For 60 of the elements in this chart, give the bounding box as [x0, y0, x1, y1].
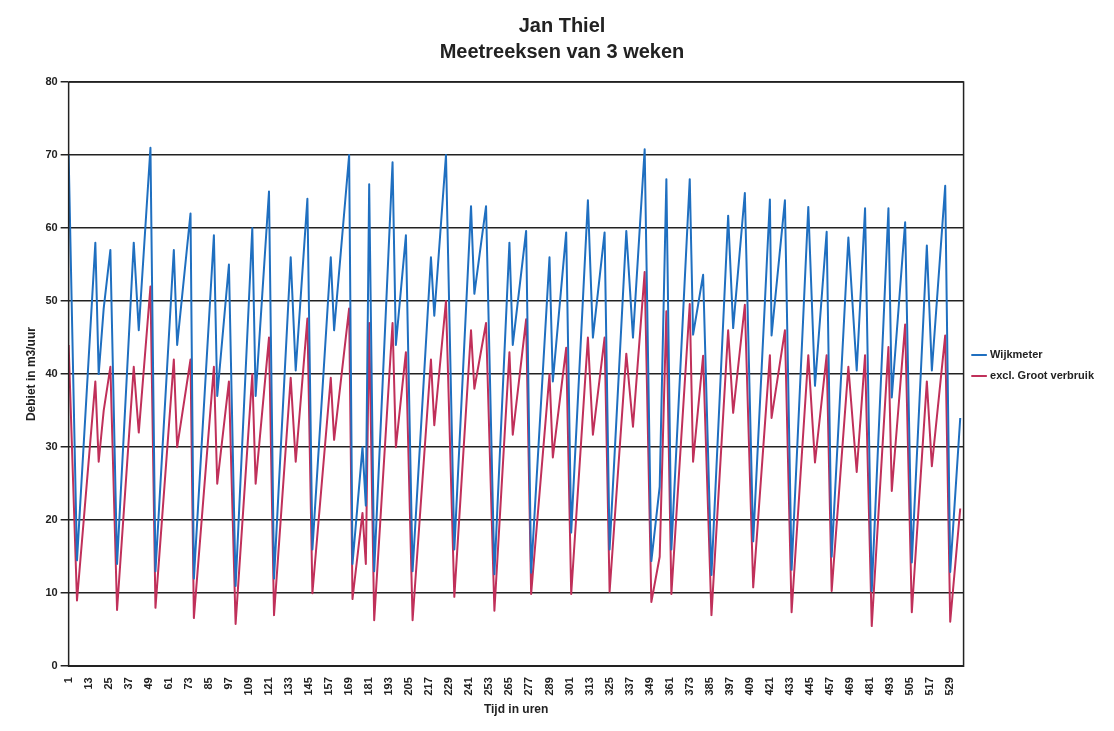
y-axis-title: Debiet in m3/uur [23, 326, 38, 422]
x-tick-label: 241 [462, 677, 475, 696]
x-tick-label: 469 [843, 677, 856, 696]
x-tick-label: 301 [562, 677, 575, 696]
y-tick-label: 70 [45, 148, 58, 161]
x-tick-label: 517 [923, 677, 936, 696]
x-tick-label: 313 [582, 677, 595, 696]
x-tick-label: 109 [241, 677, 254, 696]
x-tick-label: 397 [722, 677, 735, 696]
chart-subtitle: Meetreeksen van 3 weken [439, 39, 685, 62]
x-tick-label: 385 [702, 677, 715, 696]
x-tick-label: 409 [742, 677, 755, 696]
legend-label: excl. Groot verbruik [990, 369, 1095, 382]
chart-title: Jan Thiel [518, 13, 606, 36]
y-tick-label: 60 [45, 221, 58, 234]
x-tick-label: 229 [442, 677, 455, 696]
y-tick-label: 80 [45, 75, 58, 88]
x-tick-label: 217 [422, 677, 435, 696]
x-tick-label: 61 [161, 677, 174, 690]
x-tick-label: 37 [121, 677, 134, 690]
x-tick-label: 157 [322, 677, 335, 696]
y-tick-label: 10 [45, 586, 58, 599]
x-tick-label: 265 [502, 677, 515, 696]
x-tick-label: 25 [101, 677, 114, 690]
y-tick-label: 0 [51, 659, 58, 672]
x-tick-label: 169 [342, 677, 355, 696]
x-tick-label: 277 [522, 677, 535, 696]
x-tick-label: 97 [221, 677, 234, 690]
x-tick-label: 85 [201, 677, 214, 690]
x-axis-title: Tijd in uren [483, 702, 549, 717]
y-tick-label: 50 [45, 294, 58, 307]
x-tick-label: 349 [642, 677, 655, 696]
x-tick-label: 457 [823, 677, 836, 696]
legend-label: Wijkmeter [990, 348, 1044, 361]
x-tick-label: 13 [81, 677, 94, 690]
x-tick-label: 373 [682, 677, 695, 696]
x-tick-label: 121 [262, 677, 275, 696]
x-tick-label: 433 [782, 677, 795, 696]
y-tick-label: 30 [45, 440, 58, 453]
x-tick-label: 325 [602, 677, 615, 696]
x-tick-label: 205 [402, 677, 415, 696]
x-tick-label: 1 [61, 677, 74, 684]
x-tick-label: 529 [943, 677, 956, 696]
x-tick-label: 445 [803, 677, 815, 696]
x-tick-label: 481 [863, 677, 876, 696]
x-tick-label: 289 [542, 677, 555, 696]
y-tick-label: 40 [45, 367, 58, 380]
x-tick-label: 337 [622, 677, 635, 696]
x-tick-label: 361 [662, 677, 675, 696]
x-tick-label: 133 [282, 677, 295, 696]
x-tick-label: 193 [382, 677, 395, 696]
x-tick-label: 421 [762, 677, 775, 696]
x-tick-label: 253 [482, 677, 495, 696]
x-tick-label: 49 [141, 677, 154, 690]
y-tick-label: 20 [45, 513, 58, 526]
x-tick-label: 493 [883, 677, 896, 696]
x-tick-label: 505 [903, 677, 916, 696]
x-tick-label: 145 [302, 677, 315, 696]
x-tick-label: 73 [181, 677, 194, 690]
x-tick-label: 181 [362, 677, 375, 696]
